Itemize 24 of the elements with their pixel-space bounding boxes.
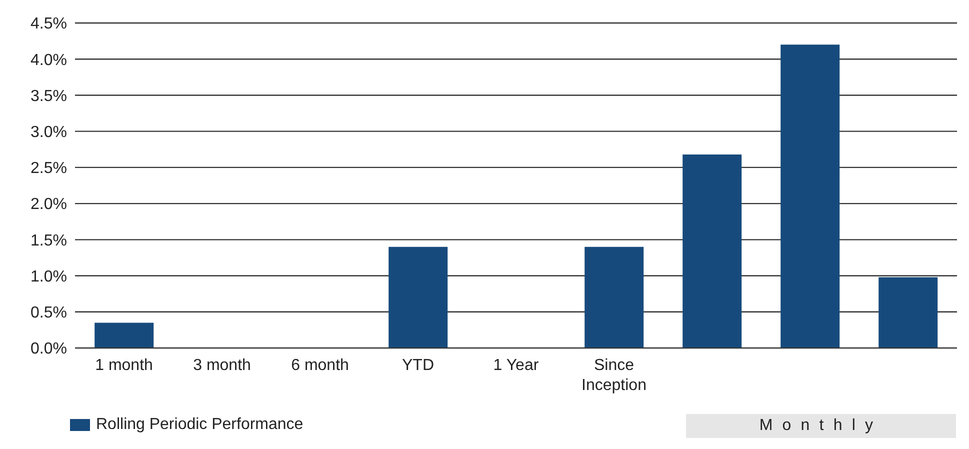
y-tick-label: 4.5% (30, 16, 67, 33)
x-tick-label: 1 month (95, 357, 153, 374)
bar (94, 322, 154, 348)
y-tick-label: 2.5% (30, 160, 67, 178)
text: Monthly (686, 414, 956, 438)
y-tick-label: 3.0% (30, 124, 67, 142)
bar (780, 44, 840, 348)
bar (878, 277, 938, 348)
bar (388, 246, 448, 348)
y-tick-label: 4.0% (30, 52, 67, 69)
y-tick-label: 3.5% (30, 88, 67, 105)
x-tick-label: 3 month (193, 357, 251, 374)
x-tick-label: YTD (402, 357, 434, 374)
y-tick-label: 1.5% (30, 232, 67, 250)
y-tick-label: 0.5% (30, 304, 67, 322)
bar (584, 246, 644, 348)
y-tick-label: 2.0% (30, 196, 67, 214)
x-tick-label: 6 month (291, 357, 349, 374)
x-tick-label: 1 Year (493, 357, 540, 374)
y-tick-label: 0.0% (30, 340, 67, 358)
y-tick-label: 1.0% (30, 268, 67, 286)
legend-label: Rolling Periodic Performance (96, 416, 304, 434)
x-tick-label: Since Inception (582, 357, 646, 394)
bar (682, 154, 742, 348)
